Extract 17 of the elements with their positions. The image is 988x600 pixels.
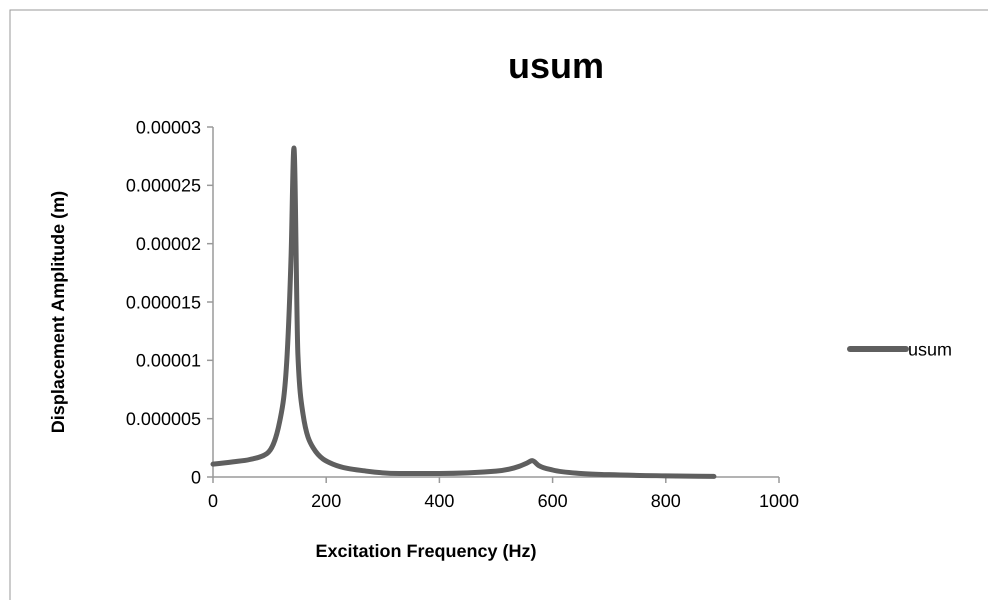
x-tick-label: 600 xyxy=(538,491,568,511)
y-axis-title: Displacement Amplitude (m) xyxy=(48,190,68,434)
legend-label: usum xyxy=(908,339,952,360)
x-tick-label: 1000 xyxy=(758,491,800,511)
x-tick-label: 800 xyxy=(650,491,681,511)
y-tick-label: 0 xyxy=(190,467,201,488)
chart-title: usum xyxy=(508,45,604,86)
y-tick-label: 0.000025 xyxy=(126,176,201,196)
y-tick-label: 0.00002 xyxy=(136,234,201,254)
x-tick-label: 200 xyxy=(311,491,342,511)
x-tick-label: 0 xyxy=(208,491,218,511)
y-tick-label: 0.000015 xyxy=(126,292,201,312)
y-tick-label: 0.00001 xyxy=(136,350,201,371)
x-axis-title: Excitation Frequency (Hz) xyxy=(315,541,537,561)
x-tick-label: 400 xyxy=(424,491,454,511)
y-tick-label: 0.000005 xyxy=(126,408,201,429)
y-tick-label: 0.00003 xyxy=(136,117,201,138)
